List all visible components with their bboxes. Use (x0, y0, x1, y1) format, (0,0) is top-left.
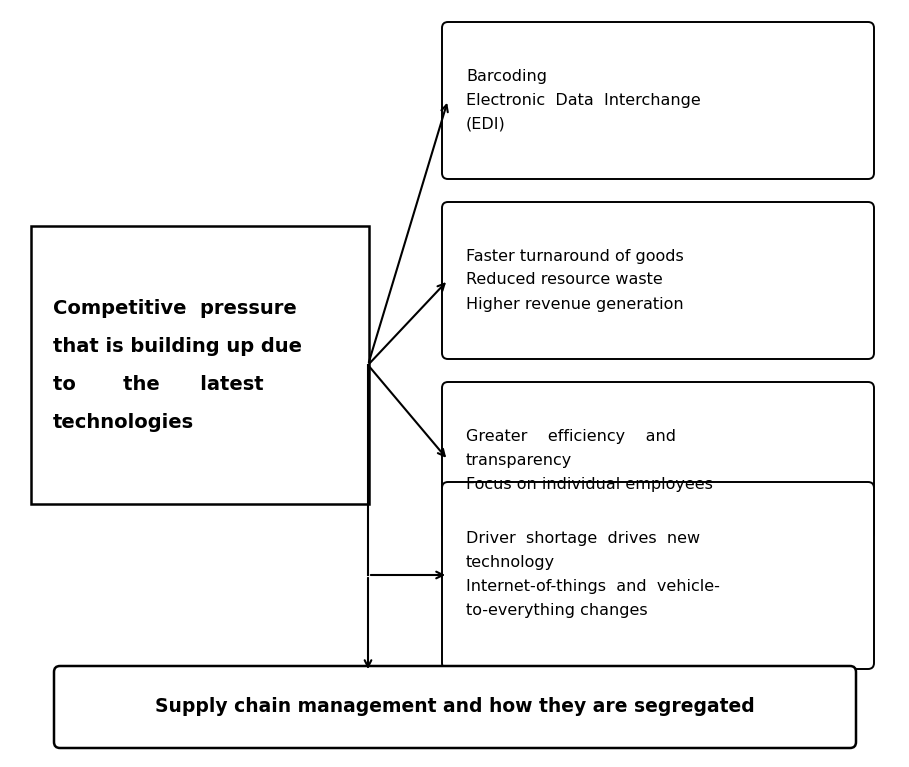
Text: Competitive  pressure: Competitive pressure (53, 298, 296, 318)
Text: Faster turnaround of goods: Faster turnaround of goods (466, 249, 684, 264)
Text: to       the      latest: to the latest (53, 374, 264, 393)
FancyBboxPatch shape (442, 382, 874, 539)
Text: Higher revenue generation: Higher revenue generation (466, 297, 684, 311)
Text: Supply chain management and how they are segregated: Supply chain management and how they are… (155, 697, 754, 716)
FancyBboxPatch shape (54, 666, 856, 748)
FancyBboxPatch shape (442, 202, 874, 359)
FancyBboxPatch shape (442, 22, 874, 179)
FancyBboxPatch shape (442, 482, 874, 669)
Text: to-everything changes: to-everything changes (466, 604, 647, 618)
Text: technologies: technologies (53, 413, 195, 432)
Text: Barcoding: Barcoding (466, 68, 547, 84)
Text: that is building up due: that is building up due (53, 337, 302, 355)
Text: transparency: transparency (466, 453, 573, 468)
Text: Focus on individual employees: Focus on individual employees (466, 476, 713, 492)
Text: Greater    efficiency    and: Greater efficiency and (466, 429, 676, 443)
Text: Reduced resource waste: Reduced resource waste (466, 272, 663, 288)
Text: Driver  shortage  drives  new: Driver shortage drives new (466, 532, 700, 547)
Text: technology: technology (466, 555, 555, 571)
FancyBboxPatch shape (31, 226, 369, 504)
Text: (EDI): (EDI) (466, 117, 505, 131)
Text: Electronic  Data  Interchange: Electronic Data Interchange (466, 93, 701, 107)
Text: Internet-of-things  and  vehicle-: Internet-of-things and vehicle- (466, 580, 720, 594)
